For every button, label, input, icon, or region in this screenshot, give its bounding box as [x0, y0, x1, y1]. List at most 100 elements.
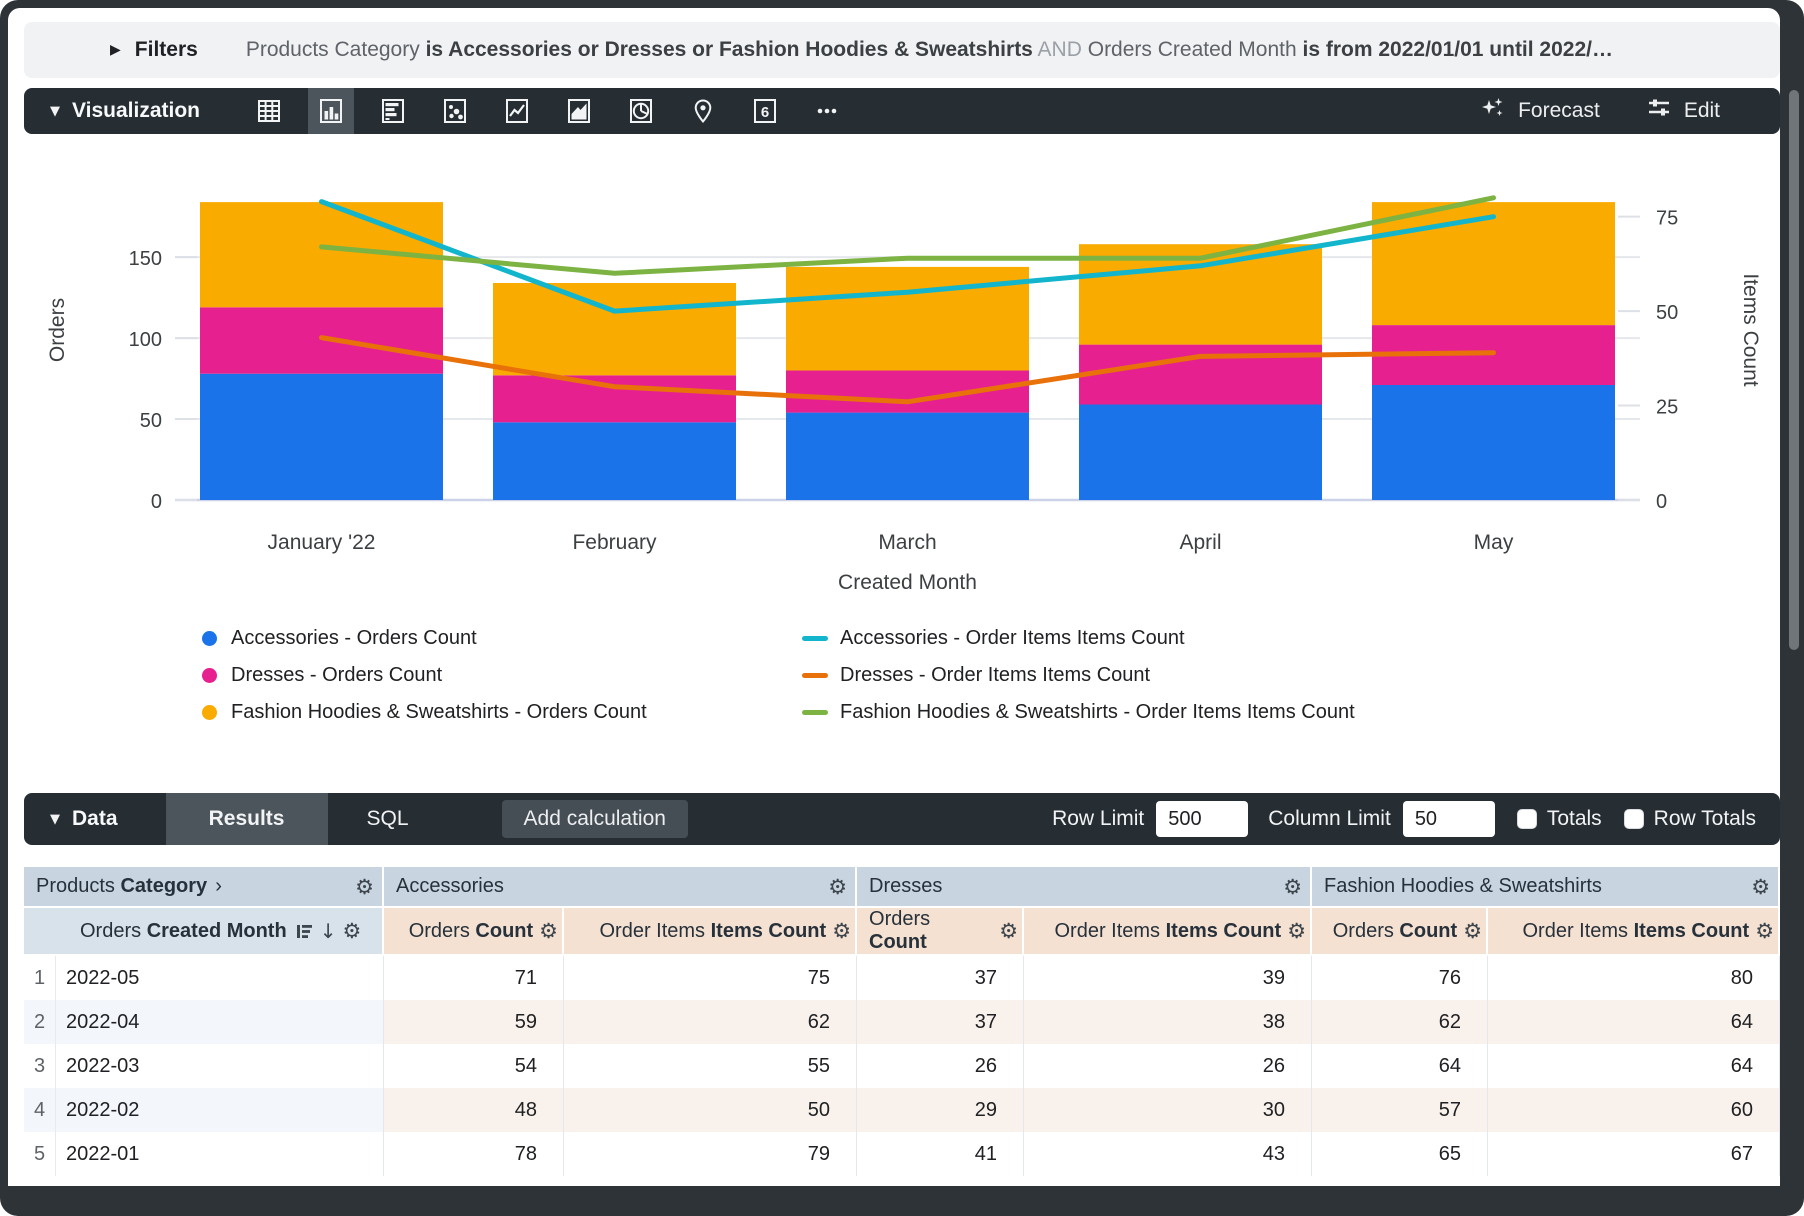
- table-chart-icon[interactable]: [246, 88, 292, 134]
- column-group-fashion-hoodies-sweatshirts[interactable]: Fashion Hoodies & Sweatshirts ⚙: [1312, 867, 1780, 908]
- legend-item[interactable]: Accessories - Order Items Items Count: [802, 620, 1355, 657]
- bar-chart-icon[interactable]: [370, 88, 416, 134]
- cell-value[interactable]: 59: [384, 1000, 564, 1044]
- row-limit-input[interactable]: [1156, 801, 1249, 837]
- more-viz-icon[interactable]: [804, 88, 850, 134]
- gear-icon[interactable]: ⚙: [828, 874, 848, 899]
- series-line[interactable]: [319, 199, 1496, 314]
- collapse-visualization-icon[interactable]: ▼: [50, 103, 60, 119]
- cell-value[interactable]: 64: [1488, 1000, 1780, 1044]
- map-chart-icon[interactable]: [680, 88, 726, 134]
- legend-item[interactable]: Fashion Hoodies & Sweatshirts - Order It…: [802, 694, 1355, 731]
- column-group-products-category[interactable]: Products Category › ⚙: [24, 867, 384, 908]
- cell-value[interactable]: 62: [564, 1000, 858, 1044]
- forecast-button[interactable]: Forecast: [1480, 95, 1600, 127]
- bar-segment[interactable]: [786, 412, 1029, 500]
- column-chart-icon[interactable]: [307, 88, 354, 134]
- cell-value[interactable]: 26: [1024, 1044, 1313, 1088]
- cell-value[interactable]: 60: [1488, 1088, 1780, 1132]
- column-limit-input[interactable]: [1402, 801, 1495, 837]
- bar-segment[interactable]: [493, 283, 736, 376]
- single-value-icon[interactable]: 6: [742, 88, 788, 134]
- add-calculation-button[interactable]: Add calculation: [501, 800, 688, 838]
- column-header-order-items-items-count[interactable]: Order Items Items Count ⚙: [564, 908, 858, 956]
- tab-results[interactable]: Results: [165, 793, 328, 845]
- bar-segment[interactable]: [200, 307, 443, 374]
- line-chart-icon[interactable]: [494, 88, 540, 134]
- gear-icon[interactable]: ⚙: [539, 919, 558, 943]
- gear-icon[interactable]: ⚙: [1287, 919, 1307, 943]
- cell-value[interactable]: 65: [1312, 1132, 1489, 1176]
- column-header-orders-count[interactable]: Orders Count ⚙: [1312, 908, 1489, 956]
- bar-segment[interactable]: [200, 373, 443, 500]
- edit-button[interactable]: Edit: [1646, 95, 1720, 127]
- cell-created-month[interactable]: 2022-01: [56, 1132, 384, 1176]
- row-totals-checkbox[interactable]: [1623, 809, 1644, 829]
- bar-segment[interactable]: [1372, 385, 1615, 500]
- column-group-accessories[interactable]: Accessories ⚙: [384, 867, 858, 908]
- cell-value[interactable]: 37: [857, 1000, 1025, 1044]
- cell-created-month[interactable]: 2022-02: [56, 1088, 384, 1132]
- collapse-data-icon[interactable]: ▼: [50, 811, 60, 827]
- chevron-right-icon[interactable]: ›: [215, 875, 222, 897]
- sort-desc-icon[interactable]: ↓: [319, 919, 337, 943]
- cell-value[interactable]: 50: [564, 1088, 858, 1132]
- gear-icon[interactable]: ⚙: [342, 919, 362, 943]
- cell-created-month[interactable]: 2022-05: [56, 956, 384, 1000]
- area-chart-icon[interactable]: [556, 88, 602, 134]
- cell-value[interactable]: 37: [857, 956, 1025, 1000]
- column-header-orders-created-month[interactable]: Orders Created Month ↓ ⚙: [24, 908, 384, 956]
- cell-value[interactable]: 48: [384, 1088, 564, 1132]
- cell-value[interactable]: 76: [1312, 956, 1489, 1000]
- cell-value[interactable]: 29: [857, 1088, 1025, 1132]
- vertical-scrollbar[interactable]: [1789, 90, 1799, 650]
- column-header-orders-count[interactable]: Orders Count ⚙: [857, 908, 1025, 956]
- bar-segment[interactable]: [493, 422, 736, 500]
- cell-value[interactable]: 43: [1024, 1132, 1313, 1176]
- gear-icon[interactable]: ⚙: [1755, 919, 1775, 943]
- cell-value[interactable]: 64: [1312, 1044, 1489, 1088]
- cell-value[interactable]: 41: [857, 1132, 1025, 1176]
- cell-value[interactable]: 78: [384, 1132, 564, 1176]
- series-line[interactable]: [319, 335, 1496, 405]
- cell-value[interactable]: 39: [1024, 956, 1313, 1000]
- sort-list-icon[interactable]: [295, 922, 314, 941]
- cell-value[interactable]: 71: [384, 956, 564, 1000]
- bar-segment[interactable]: [1079, 404, 1322, 501]
- cell-value[interactable]: 67: [1488, 1132, 1780, 1176]
- column-header-order-items-items-count[interactable]: Order Items Items Count ⚙: [1024, 908, 1313, 956]
- cell-value[interactable]: 75: [564, 956, 858, 1000]
- gear-icon[interactable]: ⚙: [1463, 919, 1483, 943]
- cell-value[interactable]: 57: [1312, 1088, 1489, 1132]
- cell-value[interactable]: 26: [857, 1044, 1025, 1088]
- gear-icon[interactable]: ⚙: [355, 874, 374, 899]
- scatter-chart-icon[interactable]: [432, 88, 478, 134]
- cell-value[interactable]: 38: [1024, 1000, 1313, 1044]
- tab-sql[interactable]: SQL: [366, 807, 409, 830]
- pie-chart-icon[interactable]: [618, 88, 664, 134]
- cell-value[interactable]: 62: [1312, 1000, 1489, 1044]
- filters-bar[interactable]: ▶ Filters Products Category is Accessori…: [24, 22, 1780, 78]
- cell-value[interactable]: 64: [1488, 1044, 1780, 1088]
- expand-filters-icon[interactable]: ▶: [110, 42, 121, 58]
- column-header-order-items-items-count[interactable]: Order Items Items Count ⚙: [1488, 908, 1780, 956]
- legend-item[interactable]: Dresses - Order Items Items Count: [802, 657, 1355, 694]
- cell-value[interactable]: 54: [384, 1044, 564, 1088]
- bar-segment[interactable]: [1079, 244, 1322, 345]
- bar-segment[interactable]: [493, 375, 736, 423]
- legend-item[interactable]: Dresses - Orders Count: [202, 657, 802, 694]
- gear-icon[interactable]: ⚙: [1283, 874, 1303, 899]
- series-line[interactable]: [319, 195, 1496, 276]
- cell-value[interactable]: 79: [564, 1132, 858, 1176]
- column-group-dresses[interactable]: Dresses ⚙: [857, 867, 1313, 908]
- gear-icon[interactable]: ⚙: [999, 919, 1019, 943]
- legend-item[interactable]: Accessories - Orders Count: [202, 620, 802, 657]
- bar-segment[interactable]: [1372, 202, 1615, 326]
- gear-icon[interactable]: ⚙: [1751, 874, 1771, 899]
- totals-checkbox[interactable]: [1516, 809, 1537, 829]
- column-header-orders-count[interactable]: Orders Count ⚙: [384, 908, 564, 956]
- cell-value[interactable]: 80: [1488, 956, 1780, 1000]
- cell-created-month[interactable]: 2022-04: [56, 1000, 384, 1044]
- cell-value[interactable]: 30: [1024, 1088, 1313, 1132]
- bar-segment[interactable]: [786, 370, 1029, 413]
